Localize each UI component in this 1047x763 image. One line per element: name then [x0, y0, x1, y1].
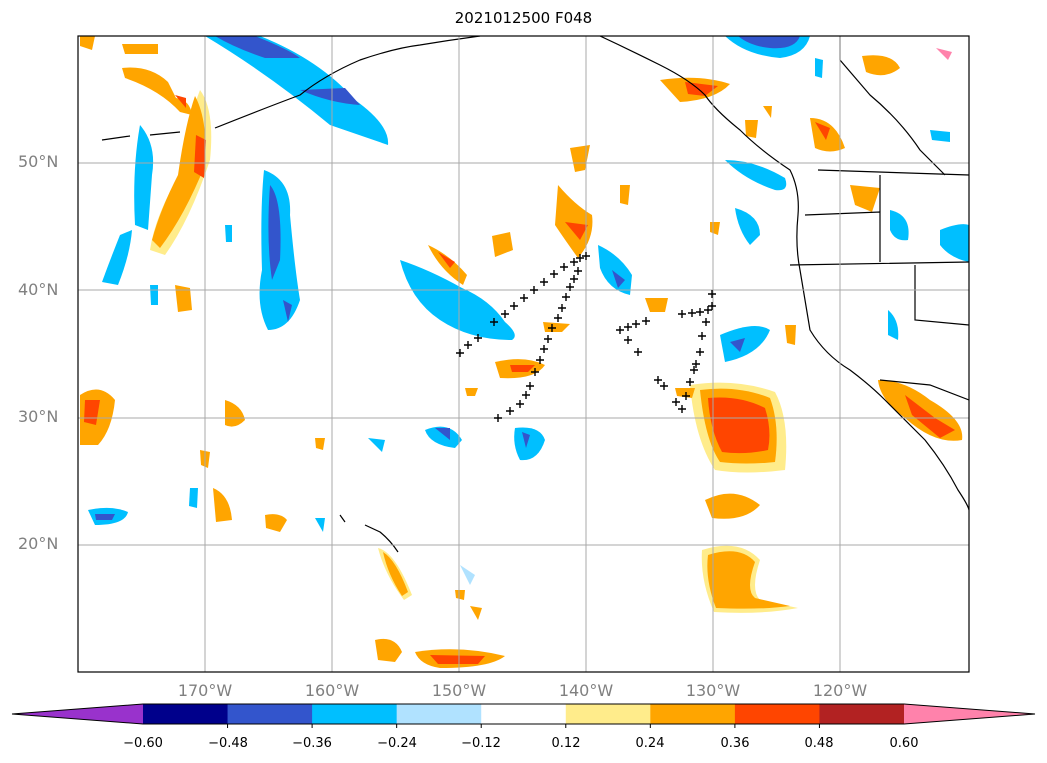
plus-marker: [516, 400, 524, 408]
lon-label-120w: 120°W: [812, 681, 868, 700]
colorbar-tick: −0.48: [208, 736, 248, 751]
lon-label-170w: 170°W: [177, 681, 233, 700]
plus-marker: [566, 283, 574, 291]
plus-marker: [540, 345, 548, 353]
plus-marker: [570, 275, 578, 283]
plus-marker: [530, 286, 538, 294]
plus-marker: [510, 302, 518, 310]
plus-marker: [554, 314, 562, 322]
plus-marker: [464, 341, 472, 349]
colorbar-extend-high: [904, 704, 1035, 724]
plus-marker: [624, 323, 632, 331]
colorbar-swatch: [481, 704, 567, 724]
plus-marker: [678, 405, 686, 413]
colorbar-tick: −0.60: [123, 736, 163, 751]
plus-marker: [548, 324, 556, 332]
negative-anomaly-shading: [88, 36, 969, 585]
plus-marker: [574, 267, 582, 275]
plus-marker: [531, 368, 539, 376]
plus-marker: [576, 254, 584, 262]
colorbar-tick: 0.60: [889, 736, 919, 751]
lon-label-160w: 160°W: [304, 681, 360, 700]
plus-marker: [690, 366, 698, 374]
plus-marker: [494, 414, 502, 422]
map-title: 2021012500 F048: [454, 9, 593, 27]
colorbar-outline: [11, 703, 1036, 725]
colorbar-swatch: [143, 704, 229, 724]
plus-marker: [708, 290, 716, 298]
colorbar-swatch: [227, 704, 313, 724]
plus-marker: [708, 302, 716, 310]
colorbar-swatch: [565, 704, 651, 724]
positive-anomaly-shading: [80, 36, 963, 668]
plus-marker: [678, 310, 686, 318]
lat-label-20n: 20°N: [18, 534, 59, 553]
plus-marker: [490, 318, 498, 326]
plus-marker: [570, 258, 578, 266]
plus-marker: [624, 336, 632, 344]
coastlines: [101, 36, 969, 553]
plus-marker: [632, 320, 640, 328]
plus-marker: [562, 293, 570, 301]
colorbar-tick: −0.12: [461, 736, 501, 751]
plus-marker: [520, 294, 528, 302]
lat-label-50n: 50°N: [18, 152, 59, 171]
plus-marker: [456, 349, 464, 357]
plus-marker: [696, 308, 704, 316]
plus-marker: [550, 270, 558, 278]
plus-marker: [702, 318, 710, 326]
plus-marker: [526, 382, 534, 390]
plus-marker: [536, 356, 544, 364]
plus-marker: [560, 263, 568, 271]
plus-marker: [686, 378, 694, 386]
colorbar-tick: 0.24: [635, 736, 665, 751]
map-frame: [77, 35, 970, 673]
colorbar-swatch: [650, 704, 736, 724]
colorbar-tick: 0.12: [551, 736, 581, 751]
plus-marker: [688, 309, 696, 317]
plus-marker: [696, 348, 704, 356]
plus-marker: [540, 278, 548, 286]
gridlines: [78, 36, 969, 672]
plus-marker: [582, 252, 590, 260]
track-markers: [456, 252, 716, 422]
plus-marker: [544, 335, 552, 343]
colorbar-tick: 0.36: [720, 736, 750, 751]
plus-marker: [704, 306, 712, 314]
plus-marker: [522, 391, 530, 399]
plus-marker: [642, 317, 650, 325]
lon-label-130w: 130°W: [685, 681, 741, 700]
plus-marker: [660, 382, 668, 390]
colorbar-extend-low: [12, 704, 143, 724]
plus-marker: [634, 348, 642, 356]
plus-marker: [654, 376, 662, 384]
plus-marker: [558, 304, 566, 312]
lat-label-30n: 30°N: [18, 407, 59, 426]
plus-marker: [616, 326, 624, 334]
lon-label-150w: 150°W: [431, 681, 487, 700]
lon-label-140w: 140°W: [558, 681, 614, 700]
colorbar-swatch: [312, 704, 398, 724]
plus-marker: [692, 360, 700, 368]
colorbar-swatch: [396, 704, 482, 724]
plus-marker: [506, 407, 514, 415]
plus-marker: [501, 310, 509, 318]
colorbar-tick: −0.24: [377, 736, 417, 751]
colorbar-swatch: [734, 704, 820, 724]
colorbar-tick: −0.36: [292, 736, 332, 751]
lat-label-40n: 40°N: [18, 280, 59, 299]
colorbar-swatch: [819, 704, 905, 724]
colorbar-tick: 0.48: [804, 736, 834, 751]
plus-marker: [682, 392, 690, 400]
colorbar: [11, 703, 1036, 728]
plus-marker: [698, 332, 706, 340]
plus-marker: [672, 398, 680, 406]
plus-marker: [474, 334, 482, 342]
